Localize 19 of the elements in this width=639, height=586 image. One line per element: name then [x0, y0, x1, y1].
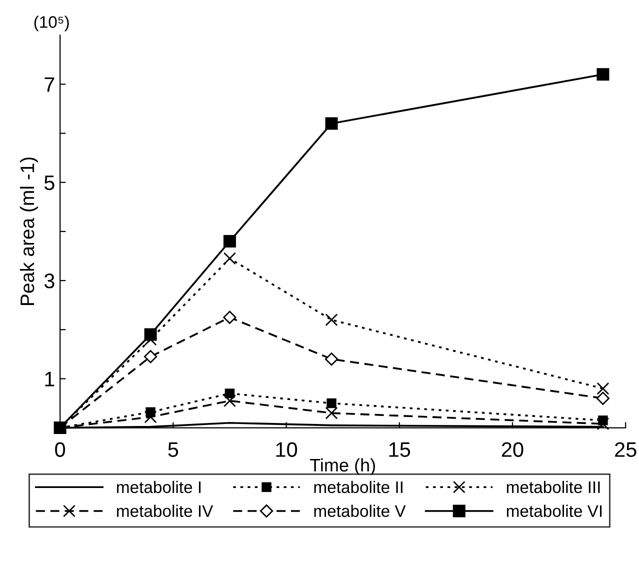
legend-label: metabolite II	[314, 480, 402, 494]
y-tick-label: 5	[44, 176, 54, 190]
legend-label: metabolite III	[506, 480, 600, 494]
legend-label: metabolite I	[117, 480, 201, 494]
legend-label: metabolite IV	[117, 504, 214, 517]
x-tick-label: 20	[502, 442, 524, 457]
x-tick-label: 5	[168, 442, 178, 457]
legend-label: metabolite V	[314, 504, 406, 517]
y-axis-title: Peak area (ml -1)	[20, 158, 38, 305]
x-tick-label: 25	[615, 442, 636, 457]
legend-label: metabolite VI	[506, 504, 602, 517]
y-tick-label: 7	[44, 77, 54, 92]
x-tick-label: 10	[276, 442, 298, 457]
y-tick-label: 1	[45, 372, 54, 386]
x-tick-label: 15	[389, 442, 410, 457]
text: (10⁵)	[34, 16, 69, 32]
x-axis-title: Time (h)	[310, 458, 375, 476]
y-tick-label: 3	[44, 274, 54, 288]
x-tick-label: 0	[55, 442, 66, 457]
